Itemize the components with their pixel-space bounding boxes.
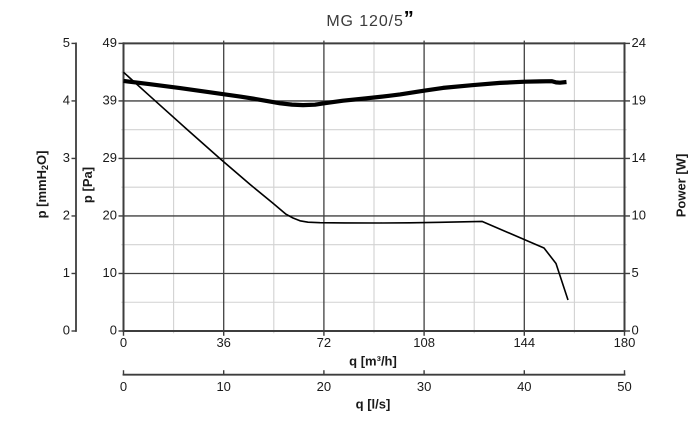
svg-text:20: 20	[317, 379, 331, 394]
svg-text:20: 20	[103, 208, 117, 223]
svg-text:14: 14	[632, 150, 646, 165]
svg-text:19: 19	[632, 93, 646, 108]
svg-text:p [mmH2O]: p [mmH2O]	[34, 151, 50, 219]
svg-text:Power [W]: Power [W]	[674, 154, 689, 218]
svg-text:50: 50	[617, 379, 631, 394]
svg-text:4: 4	[63, 93, 70, 108]
svg-text:29: 29	[103, 150, 117, 165]
svg-text:30: 30	[417, 379, 431, 394]
svg-text:144: 144	[513, 335, 535, 350]
svg-text:180: 180	[614, 335, 636, 350]
svg-text:0: 0	[120, 379, 127, 394]
svg-text:39: 39	[103, 93, 117, 108]
svg-text:q [m³/h]: q [m³/h]	[349, 353, 397, 368]
svg-text:49: 49	[103, 35, 117, 50]
svg-text:72: 72	[317, 335, 331, 350]
svg-text:1: 1	[63, 265, 70, 280]
svg-text:0: 0	[120, 335, 127, 350]
svg-text:MG 120/5”: MG 120/5”	[326, 8, 414, 30]
svg-text:10: 10	[216, 379, 230, 394]
svg-text:5: 5	[632, 265, 639, 280]
svg-text:40: 40	[517, 379, 531, 394]
svg-text:q [l/s]: q [l/s]	[356, 397, 391, 412]
svg-text:108: 108	[413, 335, 435, 350]
svg-text:0: 0	[110, 323, 117, 338]
svg-text:2: 2	[63, 208, 70, 223]
svg-text:0: 0	[63, 323, 70, 338]
svg-text:0: 0	[632, 323, 639, 338]
svg-text:10: 10	[632, 208, 646, 223]
svg-text:p [Pa]: p [Pa]	[80, 167, 95, 203]
svg-text:3: 3	[63, 150, 70, 165]
svg-text:10: 10	[103, 265, 117, 280]
svg-text:36: 36	[216, 335, 230, 350]
svg-text:5: 5	[63, 35, 70, 50]
svg-text:24: 24	[632, 35, 646, 50]
